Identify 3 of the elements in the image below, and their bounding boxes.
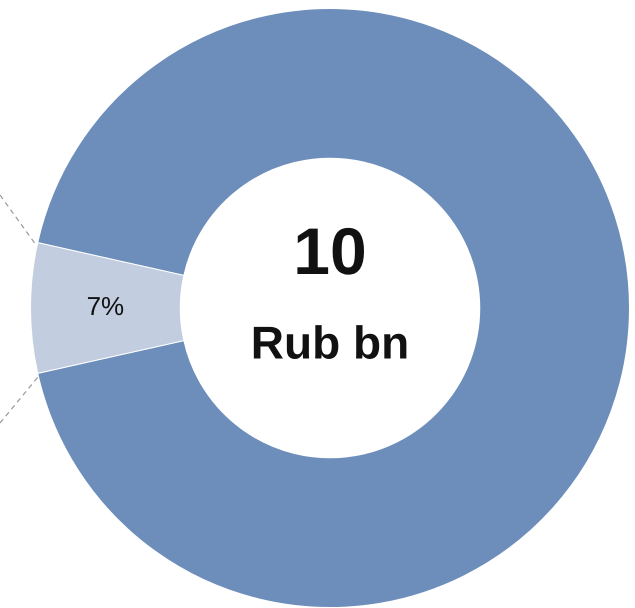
text: Rub bn [250, 316, 410, 369]
text: 10 [293, 214, 367, 288]
data-label: 7% [86, 291, 124, 322]
